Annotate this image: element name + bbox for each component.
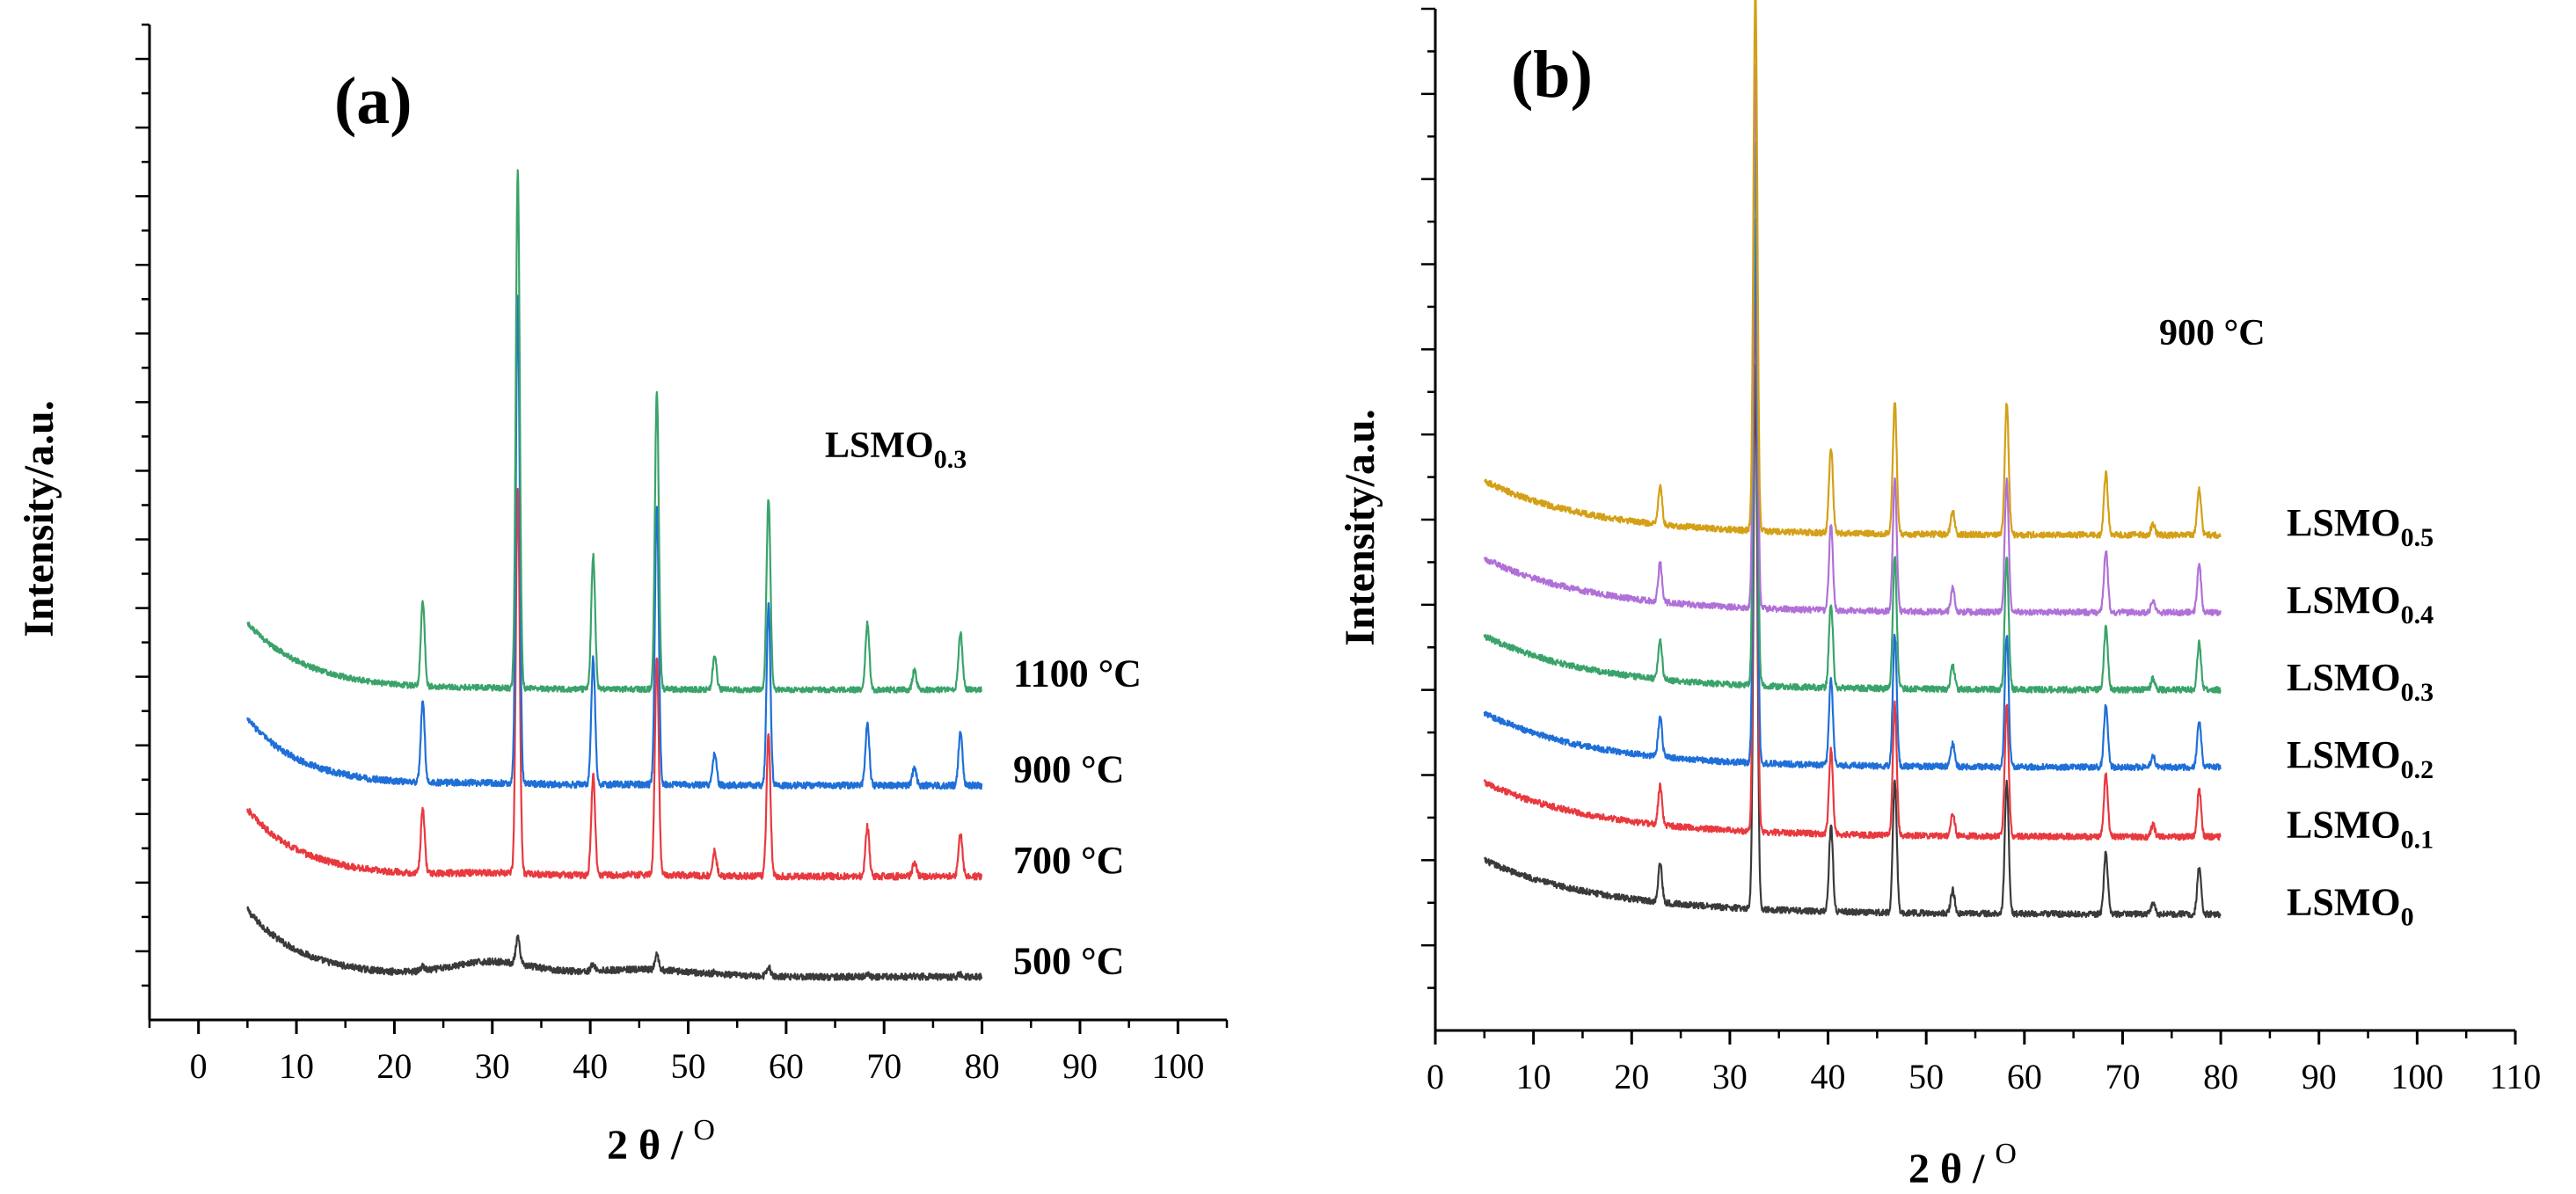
panel-a-x-axis-title-main: 2 θ / bbox=[607, 1122, 693, 1169]
panel-b-annotation-main: 900 °C bbox=[2159, 313, 2266, 353]
panel-b-annotation: 900 °C bbox=[2159, 313, 2266, 353]
x-tick-label: 60 bbox=[2007, 1057, 2042, 1096]
series-label: 1100 °C bbox=[1013, 652, 1142, 695]
series-label: LSMO0.4 bbox=[2287, 579, 2434, 630]
series-line-lsmo0 bbox=[1483, 364, 2222, 919]
panel-b-letter: (b) bbox=[1511, 38, 1593, 112]
series-label: 500 °C bbox=[1013, 939, 1124, 982]
series-line-900-c bbox=[246, 295, 983, 790]
series-line-700-c bbox=[246, 487, 983, 881]
x-tick-label: 100 bbox=[1151, 1046, 1204, 1086]
panel-b: 0 10 20 30 40 50 60 70 80 90 100 110 LSMO0LSMO0.1LS… bbox=[1337, 0, 2541, 1192]
panel-a-x-axis-title-sup: O bbox=[693, 1114, 715, 1147]
x-tick-label: 60 bbox=[769, 1046, 804, 1086]
x-tick-label: 80 bbox=[2203, 1057, 2238, 1096]
series-line-lsmo0-1 bbox=[1483, 287, 2222, 841]
panel-b-x-axis-title: 2 θ / O bbox=[1908, 1138, 2017, 1192]
panel-b-series-group bbox=[1483, 0, 2222, 919]
x-tick-label: 40 bbox=[1811, 1057, 1846, 1096]
x-tick-label: 70 bbox=[2105, 1057, 2140, 1096]
panel-b-y-axis-title: Intensity/a.u. bbox=[1337, 409, 1383, 645]
series-label: LSMO0.5 bbox=[2287, 501, 2434, 552]
series-line-1100-c bbox=[246, 169, 983, 694]
series-label: LSMO0 bbox=[2287, 880, 2414, 931]
panel-b-x-axis-title-sup: O bbox=[1995, 1138, 2017, 1170]
series-line-lsmo0-5 bbox=[1484, 0, 2222, 540]
x-tick-label: 90 bbox=[1062, 1046, 1098, 1086]
series-label: LSMO0.1 bbox=[2287, 803, 2434, 854]
series-line-lsmo0-3 bbox=[1483, 142, 2222, 694]
x-tick-label: 20 bbox=[1614, 1057, 1649, 1096]
panel-a-annotation-sub: 0.3 bbox=[934, 445, 967, 474]
panel-b-x-axis-title-main: 2 θ / bbox=[1908, 1146, 1995, 1192]
x-tick-label: 90 bbox=[2302, 1057, 2337, 1096]
x-tick-label: 80 bbox=[965, 1046, 1000, 1086]
x-tick-label: 40 bbox=[573, 1046, 608, 1086]
series-label: 900 °C bbox=[1013, 748, 1124, 791]
x-tick-label: 10 bbox=[279, 1046, 314, 1086]
x-tick-label: 10 bbox=[1516, 1057, 1551, 1096]
x-tick-label: 30 bbox=[475, 1046, 510, 1086]
panel-b-axes: 0 10 20 30 40 50 60 70 80 90 100 110 bbox=[1421, 7, 2542, 1096]
series-label: 700 °C bbox=[1013, 839, 1124, 882]
x-tick-label: 110 bbox=[2490, 1057, 2542, 1096]
series-label: LSMO0.3 bbox=[2287, 656, 2434, 707]
series-line-lsmo0-2 bbox=[1483, 218, 2222, 772]
panel-a-letter: (a) bbox=[334, 64, 412, 138]
panel-b-series-labels: LSMO0 LSMO0.1 LSMO0.2 LSMO0.3 LSMO0.4 LSMO0.5 bbox=[2287, 501, 2434, 931]
x-tick-label: 0 bbox=[190, 1046, 208, 1086]
x-tick-label: 20 bbox=[376, 1046, 412, 1086]
series-line-500-c bbox=[246, 906, 983, 981]
x-tick-label: 100 bbox=[2390, 1057, 2443, 1096]
panel-a-x-axis-title: 2 θ / O bbox=[607, 1114, 715, 1169]
panel-a-y-axis-title: Intensity/a.u. bbox=[16, 400, 62, 637]
series-label: LSMO0.2 bbox=[2287, 733, 2434, 784]
x-tick-label: 50 bbox=[671, 1046, 706, 1086]
panel-a-annotation-main: LSMO bbox=[825, 426, 934, 466]
x-tick-label: 0 bbox=[1427, 1057, 1444, 1096]
panel-a-series-labels: 500 °C 700 °C 900 °C 1100 °C bbox=[1013, 652, 1142, 983]
panel-a-series-group bbox=[246, 169, 983, 981]
x-tick-label: 30 bbox=[1712, 1057, 1748, 1096]
panel-a-axes: 0 10 20 30 40 50 60 70 80 90 100 bbox=[135, 23, 1229, 1086]
x-tick-label: 50 bbox=[1908, 1057, 1944, 1096]
panel-a: 0 10 20 30 40 50 60 70 80 90 100 500 °C 700 °C 900 °… bbox=[16, 23, 1229, 1169]
series-line-lsmo0-4 bbox=[1483, 64, 2222, 617]
x-tick-label: 70 bbox=[866, 1046, 901, 1086]
panel-a-annotation: LSMO0.3 bbox=[825, 426, 967, 474]
